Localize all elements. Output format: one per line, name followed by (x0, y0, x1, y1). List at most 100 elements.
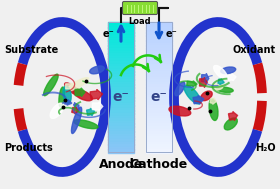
Bar (146, 40, 172, 43)
Bar (146, 38, 172, 41)
FancyArrow shape (228, 112, 237, 121)
Text: e⁻: e⁻ (166, 29, 178, 39)
FancyBboxPatch shape (123, 2, 157, 15)
Bar (108, 121, 134, 124)
Bar (108, 116, 134, 119)
Bar (146, 69, 172, 72)
Text: Oxidant: Oxidant (233, 45, 276, 55)
Text: e⁻: e⁻ (151, 90, 167, 104)
Bar (108, 144, 134, 147)
Ellipse shape (63, 86, 71, 103)
FancyArrow shape (75, 88, 85, 97)
Bar (108, 149, 134, 153)
Bar (146, 35, 172, 38)
Ellipse shape (44, 74, 58, 96)
Bar (108, 32, 134, 36)
Bar (108, 92, 134, 95)
Bar (108, 126, 134, 129)
Bar (108, 51, 134, 54)
Bar (108, 56, 134, 59)
Bar (108, 136, 134, 139)
Ellipse shape (214, 65, 227, 79)
Ellipse shape (217, 87, 233, 92)
Bar (146, 118, 172, 121)
Bar (146, 82, 172, 85)
Bar (108, 69, 134, 72)
Text: e⁻: e⁻ (113, 90, 129, 104)
Bar (146, 103, 172, 106)
FancyArrow shape (90, 90, 102, 100)
Ellipse shape (201, 91, 212, 101)
Bar (108, 134, 134, 137)
Ellipse shape (224, 118, 237, 130)
Ellipse shape (67, 78, 89, 91)
Bar (146, 95, 172, 98)
Bar (146, 113, 172, 116)
Bar (108, 118, 134, 121)
Bar (108, 22, 134, 152)
Bar (146, 48, 172, 51)
Ellipse shape (65, 83, 81, 96)
Bar (108, 64, 134, 67)
Bar (108, 53, 134, 56)
Bar (146, 142, 172, 145)
Bar (146, 100, 172, 103)
Bar (146, 74, 172, 77)
Bar (146, 110, 172, 114)
Bar (108, 79, 134, 82)
Bar (146, 121, 172, 124)
FancyArrow shape (201, 73, 209, 83)
Bar (108, 129, 134, 132)
Bar (108, 77, 134, 80)
Bar (146, 51, 172, 54)
Bar (108, 110, 134, 114)
Bar (108, 71, 134, 74)
Bar (146, 77, 172, 80)
Text: Anode: Anode (99, 157, 143, 170)
Bar (146, 53, 172, 56)
FancyArrow shape (218, 79, 224, 84)
Text: e⁻: e⁻ (102, 29, 114, 39)
Bar (146, 129, 172, 132)
Bar (108, 38, 134, 41)
Bar (146, 123, 172, 126)
Bar (108, 131, 134, 134)
Ellipse shape (74, 90, 92, 101)
Bar (146, 131, 172, 134)
FancyArrow shape (87, 108, 95, 116)
FancyArrow shape (66, 83, 74, 90)
Bar (108, 30, 134, 33)
Bar (146, 71, 172, 74)
Bar (108, 97, 134, 101)
Bar (146, 84, 172, 88)
Bar (146, 144, 172, 147)
Bar (108, 22, 134, 25)
Bar (108, 90, 134, 93)
Ellipse shape (212, 84, 223, 90)
Text: Products: Products (4, 143, 53, 153)
FancyArrow shape (210, 98, 216, 104)
Bar (146, 61, 172, 64)
FancyArrow shape (187, 81, 197, 87)
Bar (108, 84, 134, 88)
Ellipse shape (71, 107, 82, 133)
Bar (108, 43, 134, 46)
Bar (146, 147, 172, 150)
Bar (146, 25, 172, 28)
Bar (146, 105, 172, 108)
Bar (108, 66, 134, 69)
FancyArrow shape (92, 102, 103, 111)
Bar (108, 100, 134, 103)
FancyArrow shape (72, 107, 78, 114)
Bar (146, 27, 172, 30)
Text: H₂O: H₂O (255, 143, 276, 153)
Bar (108, 25, 134, 28)
Text: Load: Load (129, 17, 151, 26)
Bar (108, 108, 134, 111)
Bar (108, 74, 134, 77)
Bar (146, 66, 172, 69)
FancyArrow shape (200, 77, 207, 88)
Ellipse shape (221, 67, 236, 74)
Ellipse shape (74, 120, 98, 129)
Bar (146, 134, 172, 137)
